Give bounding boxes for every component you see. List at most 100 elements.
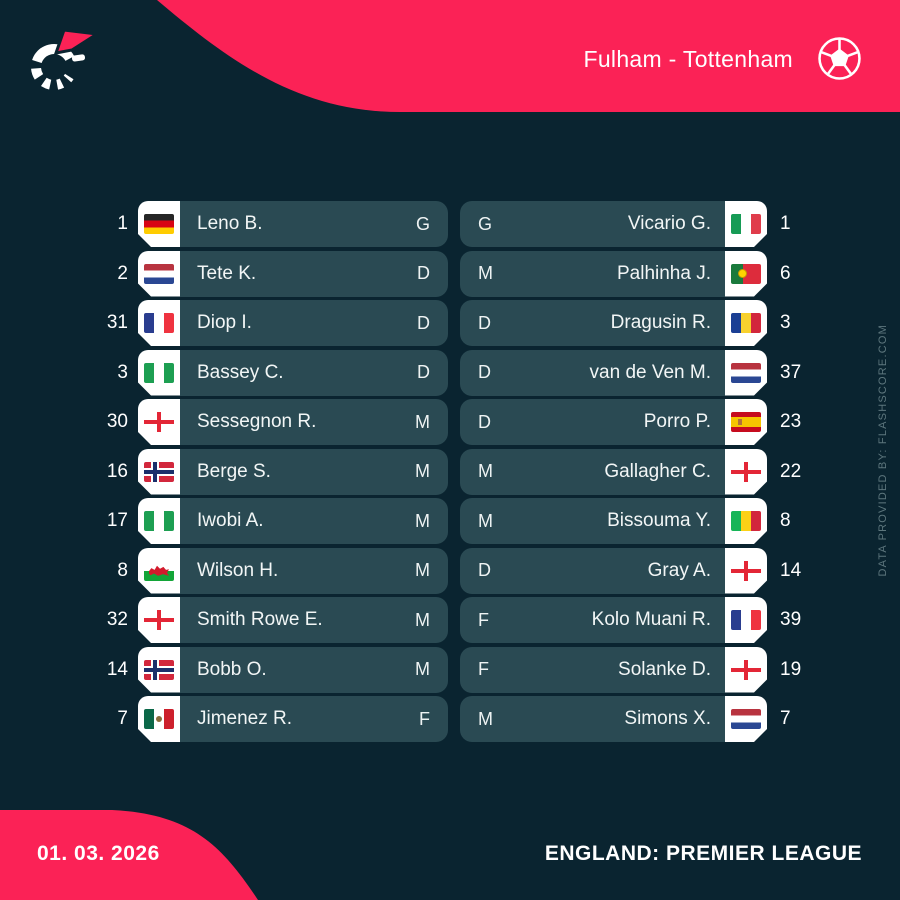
player-name: Gray A. — [647, 559, 711, 581]
flag-tab — [138, 548, 180, 594]
flag-england-icon — [144, 610, 174, 630]
match-date: 01. 03. 2026 — [37, 842, 160, 865]
player-row-away[interactable]: M Palhinha J. 6 — [460, 250, 820, 297]
player-name: Berge S. — [197, 460, 271, 482]
flag-tab — [725, 548, 767, 594]
player-row-away[interactable]: D Gray A. 14 — [460, 547, 820, 594]
player-name: Gallagher C. — [604, 460, 711, 482]
player-row-away[interactable]: M Bissouma Y. 8 — [460, 498, 820, 544]
player-info: G Vicario G. — [460, 201, 725, 247]
player-info: D Porro P. — [460, 399, 725, 445]
flag-portugal-icon — [731, 264, 761, 284]
player-row-away[interactable]: F Kolo Muani R. 39 — [460, 597, 820, 643]
player-row-away[interactable]: M Gallagher C. 22 — [460, 448, 820, 495]
position-label: M — [478, 708, 493, 729]
player-info: D Dragusin R. — [460, 300, 725, 346]
position-label: M — [415, 560, 430, 580]
player-card: G Vicario G. — [460, 201, 767, 247]
flag-tab — [725, 201, 767, 247]
matchup-title: Fulham - Tottenham — [583, 46, 793, 72]
player-name: Sessegnon R. — [197, 411, 317, 432]
flag-tab — [138, 696, 180, 742]
player-name: Vicario G. — [627, 213, 711, 234]
player-row-home[interactable]: 16 Berge S. M — [88, 448, 448, 495]
position-label: F — [478, 659, 489, 679]
player-info: Bobb O. M — [180, 646, 448, 693]
player-row-home[interactable]: 1 Leno B. G — [88, 201, 448, 247]
player-row-away[interactable]: M Simons X. 7 — [460, 696, 820, 742]
player-card: M Palhinha J. — [460, 250, 767, 297]
player-name: Jimenez R. — [197, 708, 293, 729]
player-row-home[interactable]: 3 Bassey C. D — [88, 349, 448, 396]
flag-england-icon — [731, 660, 761, 680]
player-row-home[interactable]: 32 Smith Rowe E. M — [88, 597, 448, 643]
shirt-number: 23 — [780, 411, 802, 432]
shirt-number: 3 — [117, 361, 128, 383]
position-label: M — [415, 510, 430, 531]
flashscore-logo[interactable] — [25, 22, 105, 100]
shirt-number: 16 — [106, 460, 128, 482]
player-row-home[interactable]: 30 Sessegnon R. M — [88, 399, 448, 445]
player-row-away[interactable]: D Porro P. 23 — [460, 399, 820, 445]
flag-tab — [725, 696, 767, 742]
soccer-ball-icon — [818, 37, 861, 80]
player-name: Bobb O. — [197, 658, 267, 680]
player-card: Tete K. D — [138, 250, 448, 297]
player-row-away[interactable]: D Dragusin R. 3 — [460, 300, 820, 346]
flag-tab — [138, 300, 180, 346]
flag-england-icon — [731, 462, 761, 482]
player-card: Iwobi A. M — [138, 498, 448, 544]
flag-tab — [138, 201, 180, 247]
player-info: Smith Rowe E. M — [180, 597, 448, 643]
position-label: M — [478, 510, 493, 531]
shirt-number: 7 — [780, 708, 791, 729]
player-card: Leno B. G — [138, 201, 448, 247]
player-card: D Porro P. — [460, 399, 767, 445]
player-card: D Gray A. — [460, 547, 767, 594]
position-label: M — [478, 263, 493, 283]
player-info: M Gallagher C. — [460, 448, 725, 495]
player-card: Smith Rowe E. M — [138, 597, 448, 643]
shirt-number: 39 — [780, 609, 802, 630]
flag-tab — [725, 449, 767, 495]
player-row-home[interactable]: 2 Tete K. D — [88, 250, 448, 297]
shirt-number: 19 — [780, 658, 802, 680]
position-label: M — [415, 411, 430, 432]
flag-tab — [725, 350, 767, 396]
shirt-number: 17 — [106, 510, 128, 531]
shirt-number: 8 — [117, 559, 128, 581]
player-row-away[interactable]: F Solanke D. 19 — [460, 646, 820, 693]
flag-france-icon — [144, 313, 174, 333]
position-label: D — [478, 312, 491, 333]
player-row-home[interactable]: 31 Diop I. D — [88, 300, 448, 346]
player-row-home[interactable]: 14 Bobb O. M — [88, 646, 448, 693]
flag-tab — [725, 300, 767, 346]
position-label: M — [415, 609, 430, 630]
competition-name: ENGLAND: PREMIER LEAGUE — [544, 842, 862, 865]
player-row-home[interactable]: 7 Jimenez R. F — [88, 696, 448, 742]
player-row-home[interactable]: 8 Wilson H. M — [88, 547, 448, 594]
data-provider-watermark: DATA PROVIDED BY: FLASHSCORE.COM — [877, 323, 889, 577]
position-label: D — [417, 312, 430, 333]
flag-tab — [138, 647, 180, 693]
flag-netherlands-icon — [731, 363, 761, 383]
flag-norway-icon — [144, 660, 174, 680]
player-row-home[interactable]: 17 Iwobi A. M — [88, 498, 448, 544]
player-name: Kolo Muani R. — [591, 609, 711, 630]
player-card: Diop I. D — [138, 300, 448, 346]
player-info: Iwobi A. M — [180, 498, 448, 544]
flag-spain-icon — [731, 412, 761, 432]
player-info: Wilson H. M — [180, 547, 448, 594]
player-info: F Solanke D. — [460, 646, 725, 693]
shirt-number: 14 — [106, 658, 128, 680]
shirt-number: 2 — [117, 262, 128, 284]
flag-norway-icon — [144, 462, 174, 482]
player-row-away[interactable]: G Vicario G. 1 — [460, 201, 820, 247]
player-info: M Simons X. — [460, 696, 725, 742]
flag-germany-icon — [144, 214, 174, 234]
shirt-number: 14 — [780, 559, 802, 581]
flag-tab — [138, 449, 180, 495]
player-info: Berge S. M — [180, 448, 448, 495]
position-label: D — [417, 362, 430, 382]
